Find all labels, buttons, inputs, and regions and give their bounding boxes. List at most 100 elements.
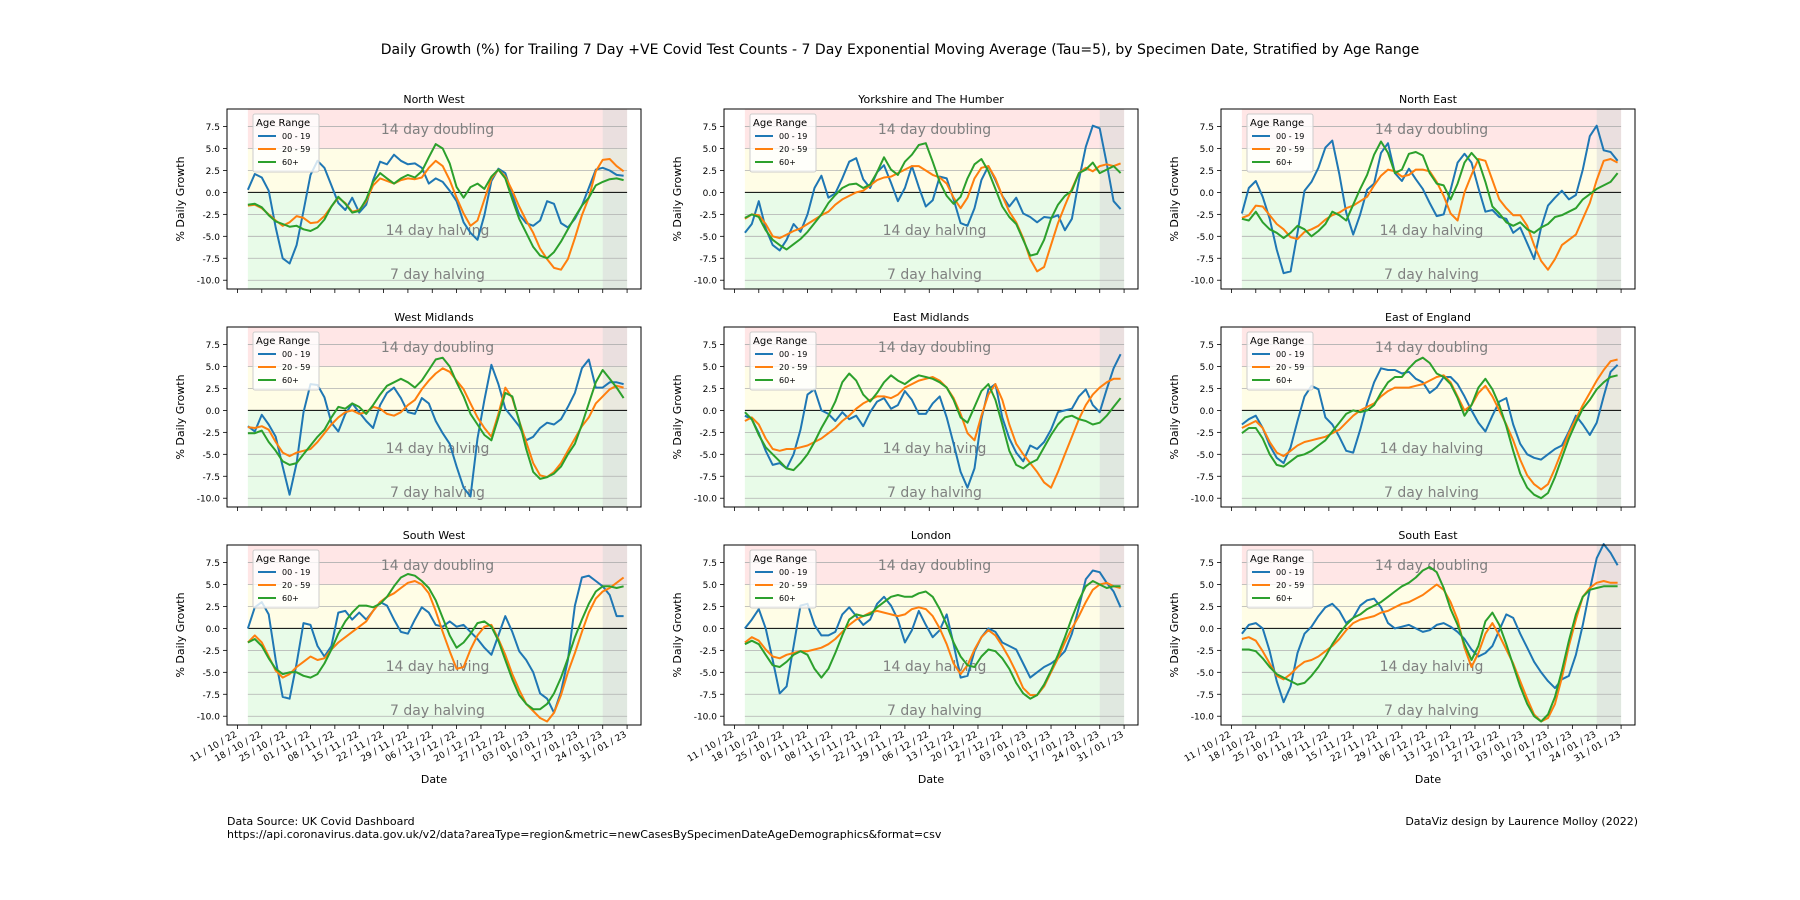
- legend-entry: 60+: [779, 594, 796, 603]
- series-line-20-59: [744, 581, 1121, 697]
- legend-box: [252, 113, 320, 173]
- y-axis-label: % Daily Growth: [174, 156, 187, 241]
- y-tick-label: -7.5: [202, 255, 220, 265]
- series-line-00-19: [1240, 124, 1619, 275]
- y-tick-label: 2.5: [1200, 603, 1214, 613]
- y-tick-label: -2.5: [1196, 429, 1214, 439]
- recent-data-shade: [602, 327, 628, 507]
- plot-frame: [1220, 326, 1636, 508]
- legend-entry: 00 - 19: [282, 568, 310, 577]
- y-tick-label: 7.5: [703, 341, 717, 351]
- recent-data-shade: [1596, 327, 1622, 507]
- design-credit: DataViz design by Laurence Molloy (2022): [1405, 815, 1638, 828]
- data-source-label: Data Source: UK Covid Dashboard: [227, 815, 415, 828]
- legend-box: [252, 549, 320, 609]
- x-axis-label: Date: [421, 773, 448, 786]
- y-tick-label: 7.5: [206, 123, 220, 133]
- series-line-60-plus: [247, 143, 624, 260]
- y-tick-label: -10.0: [1191, 713, 1215, 723]
- y-tick-label: -5.0: [699, 451, 717, 461]
- y-tick-label: -10.0: [1191, 495, 1215, 505]
- subplot-title: South East: [1398, 529, 1458, 542]
- subplot: 14 day doubling 14 day halving 7 day halvi…: [1168, 93, 1636, 293]
- legend-entry: 60+: [1276, 158, 1293, 167]
- y-tick-label: -7.5: [1196, 255, 1214, 265]
- y-tick-label: -10.0: [694, 495, 718, 505]
- series-line-20-59: [1241, 580, 1618, 723]
- y-tick-label: 5.0: [703, 363, 718, 373]
- series-line-60-plus: [744, 142, 1122, 257]
- data-source-note: Data Source: UK Covid Dashboard https://…: [227, 815, 941, 841]
- band-label: 14 day doubling: [878, 558, 991, 574]
- series-line-60-plus: [1241, 140, 1619, 240]
- y-tick-label: -2.5: [699, 429, 717, 439]
- legend-box: [749, 331, 817, 391]
- series-line-20-59: [247, 158, 625, 271]
- legend-entry: 60+: [282, 158, 299, 167]
- data-source-url: https://api.coronavirus.data.gov.uk/v2/d…: [227, 828, 942, 841]
- legend-entry: 60+: [1276, 594, 1293, 603]
- subplot-title: West Midlands: [394, 311, 474, 324]
- legend-entry: 20 - 59: [1276, 363, 1304, 372]
- y-tick-label: 0.0: [1200, 625, 1215, 635]
- y-tick-label: -7.5: [1196, 691, 1214, 701]
- legend-title: Age Range: [753, 336, 807, 347]
- band-label: 14 day halving: [386, 223, 490, 239]
- legend-title: Age Range: [256, 336, 310, 347]
- y-tick-label: -2.5: [202, 429, 220, 439]
- legend-entry: 00 - 19: [779, 568, 807, 577]
- y-tick-label: 5.0: [703, 581, 718, 591]
- legend-title: Age Range: [256, 118, 310, 129]
- legend-entry: 00 - 19: [1276, 132, 1304, 141]
- y-tick-label: -7.5: [699, 473, 717, 483]
- y-tick-label: 2.5: [1200, 167, 1214, 177]
- y-tick-label: -5.0: [699, 233, 717, 243]
- subplot-title: North West: [403, 93, 465, 106]
- band-label: 7 day halving: [1384, 703, 1479, 719]
- figure-title: Daily Growth (%) for Trailing 7 Day +VE …: [380, 42, 1420, 58]
- subplot: 14 day doubling 14 day halving 7 day halvi…: [174, 93, 642, 293]
- band-label: 14 day doubling: [878, 122, 991, 138]
- series-line-00-19: [1241, 364, 1619, 465]
- series-line-60-plus: [1241, 356, 1618, 500]
- y-axis-label: % Daily Growth: [1168, 592, 1181, 677]
- y-tick-label: -2.5: [1196, 211, 1214, 221]
- band-label: 7 day halving: [390, 485, 485, 501]
- band-label: 14 day halving: [883, 223, 987, 239]
- series-line-20-59: [247, 576, 625, 723]
- recent-data-shade: [602, 109, 628, 289]
- y-tick-label: 0.0: [206, 625, 221, 635]
- y-tick-label: -10.0: [197, 495, 221, 505]
- y-tick-label: 2.5: [206, 603, 220, 613]
- y-axis-label: % Daily Growth: [671, 592, 684, 677]
- y-tick-label: 0.0: [1200, 407, 1215, 417]
- legend-title: Age Range: [256, 554, 310, 565]
- recent-data-shade: [1099, 327, 1125, 507]
- y-tick-label: -2.5: [699, 211, 717, 221]
- recent-data-shade: [1596, 545, 1622, 725]
- y-axis-label: % Daily Growth: [671, 374, 684, 459]
- legend-title: Age Range: [1250, 118, 1304, 129]
- band-label: 14 day halving: [1380, 659, 1484, 675]
- subplot: 14 day doubling 14 day halving 7 day halvi…: [174, 311, 642, 511]
- band-label: 14 day halving: [883, 659, 987, 675]
- subplot: 14 day doubling 14 day halving 7 day halvi…: [671, 93, 1139, 293]
- legend-entry: 60+: [779, 376, 796, 385]
- legend-entry: 20 - 59: [1276, 581, 1304, 590]
- plot-frame: [723, 544, 1139, 726]
- y-tick-label: -2.5: [202, 211, 220, 221]
- subplot-title: East Midlands: [893, 311, 970, 324]
- y-tick-label: -10.0: [197, 713, 221, 723]
- y-tick-label: 5.0: [703, 145, 718, 155]
- band-label: 14 day doubling: [1375, 122, 1488, 138]
- recent-data-shade: [602, 545, 628, 725]
- subplot: 14 day doubling 14 day halving 7 day halvi…: [1168, 529, 1636, 786]
- band-label: 14 day doubling: [1375, 558, 1488, 574]
- subplot-title: South West: [403, 529, 466, 542]
- y-tick-label: 7.5: [703, 123, 717, 133]
- series-line-00-19: [246, 574, 624, 714]
- y-tick-label: -7.5: [202, 691, 220, 701]
- x-axis-label: Date: [1415, 773, 1442, 786]
- legend-entry: 20 - 59: [779, 363, 807, 372]
- y-tick-label: 7.5: [206, 341, 220, 351]
